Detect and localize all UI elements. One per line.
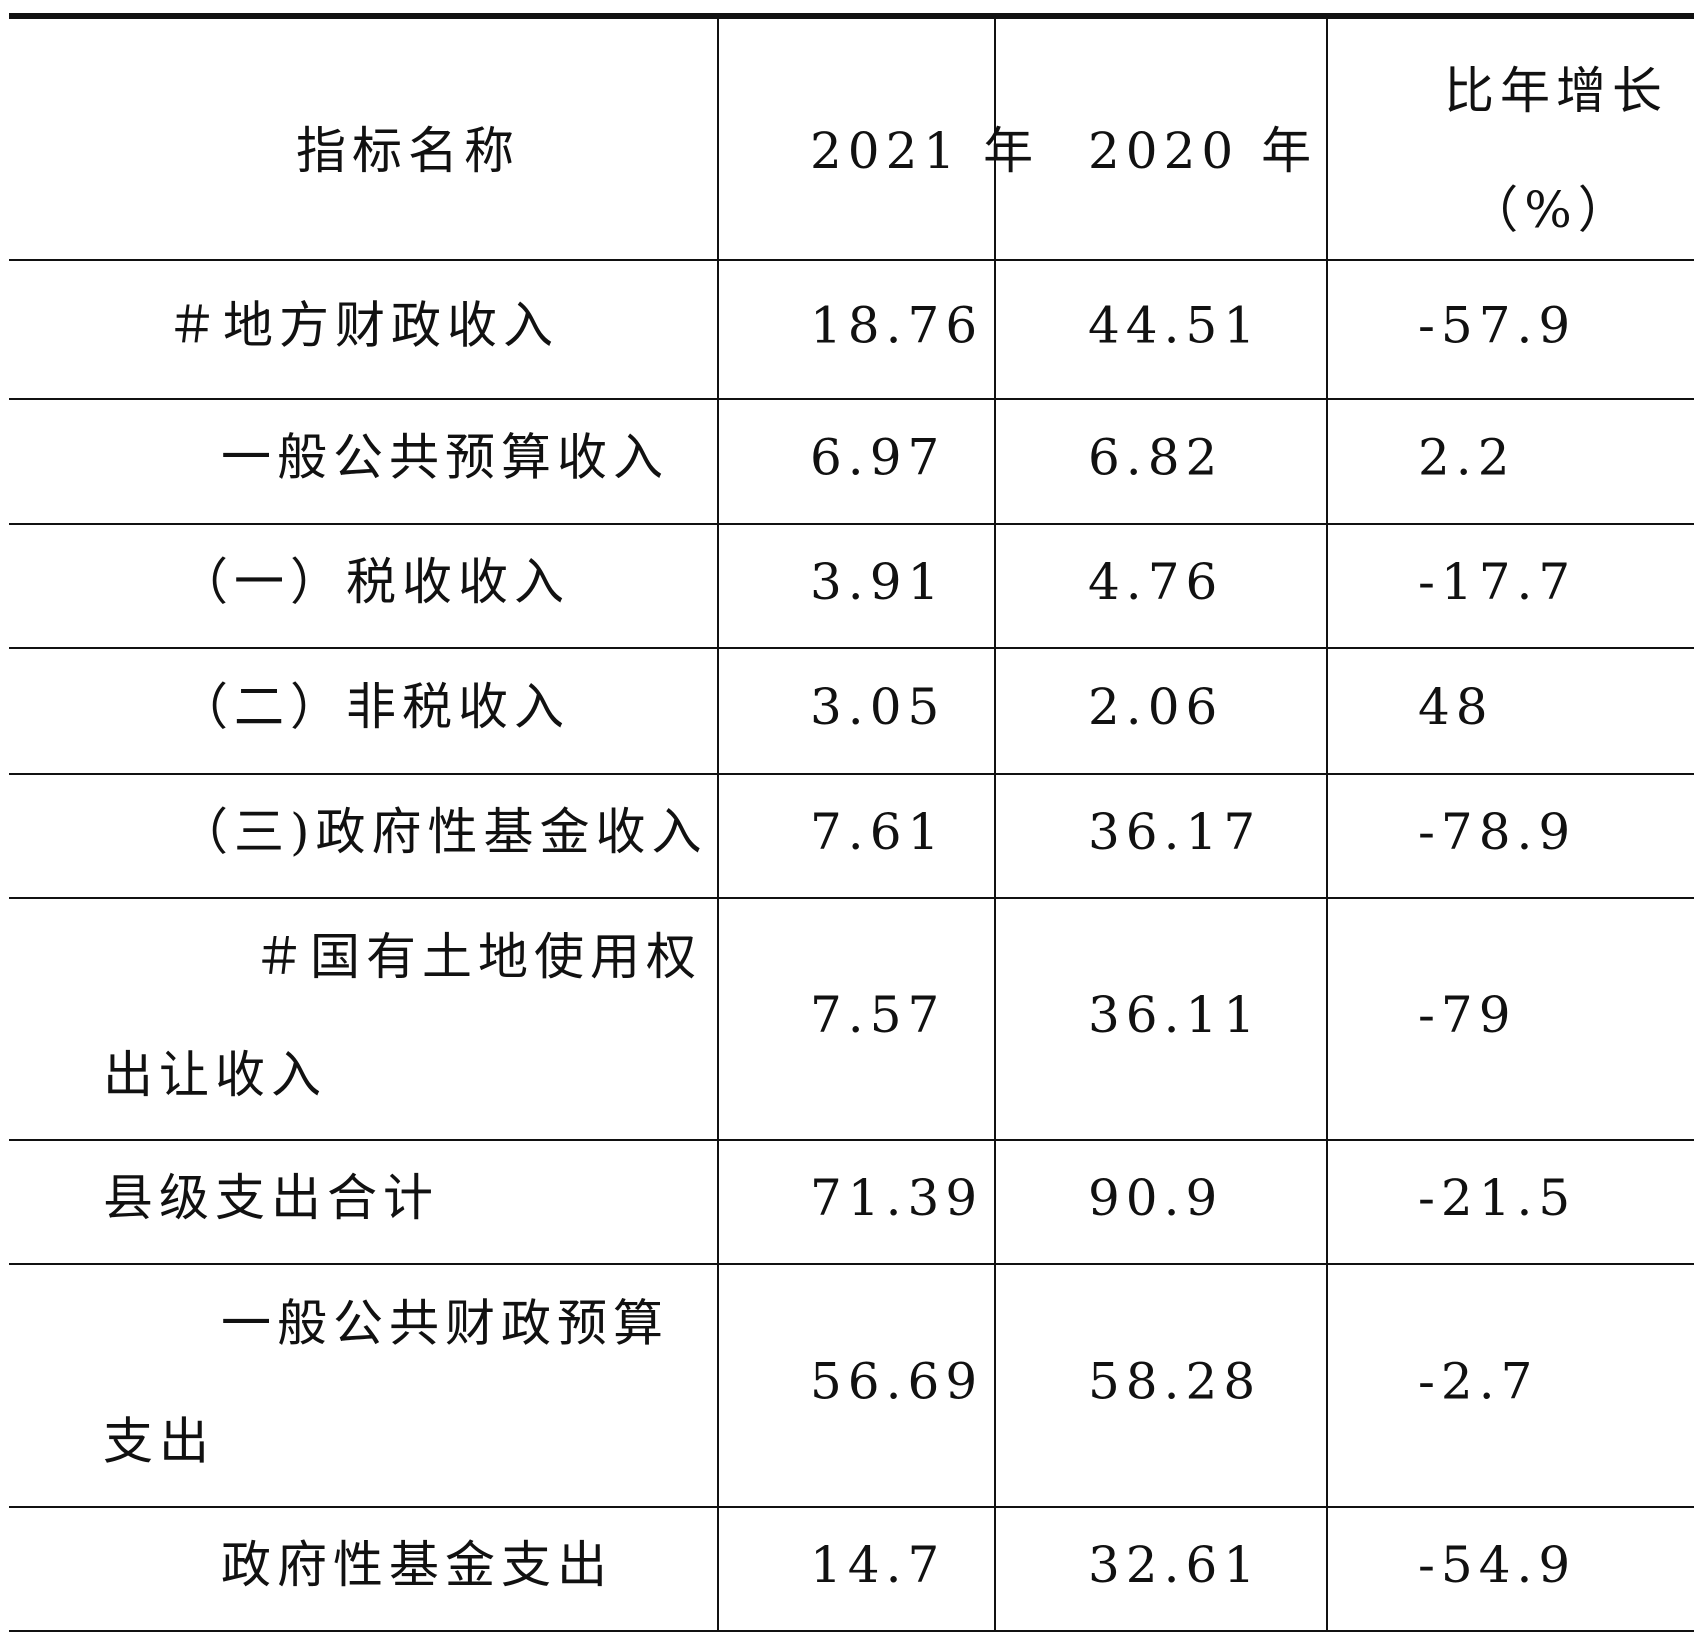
cell-value: -2.7 <box>1418 1353 1538 1411</box>
header-cell: 比年增长 <box>1444 62 1668 120</box>
cell-value: 90.9 <box>1088 1169 1223 1227</box>
header-cell: 2020 年 <box>1088 122 1317 180</box>
header-cell: 2021 年 <box>810 122 1039 180</box>
row-label: 支出 <box>103 1413 215 1471</box>
cell-value: 18.76 <box>810 297 983 355</box>
row-label: ＃地方财政收入 <box>167 297 559 355</box>
cell-value: 3.05 <box>810 678 945 736</box>
row-label: （一）税收收入 <box>178 553 570 611</box>
header-cell: （%） <box>1468 181 1634 239</box>
cell-value: 7.61 <box>810 803 945 861</box>
row-label: （三)政府性基金收入 <box>178 803 708 861</box>
cell-value: -78.9 <box>1418 803 1576 861</box>
cell-value: 36.17 <box>1088 803 1261 861</box>
cell-value: 58.28 <box>1088 1353 1261 1411</box>
cell-value: -54.9 <box>1418 1536 1576 1594</box>
row-label: 县级支出合计 <box>103 1169 439 1227</box>
cell-value: 7.57 <box>810 986 945 1044</box>
cell-value: -21.5 <box>1418 1169 1576 1227</box>
cell-value: 56.69 <box>810 1353 983 1411</box>
row-label: ＃国有土地使用权 <box>254 928 702 986</box>
cell-value: 71.39 <box>810 1169 983 1227</box>
cell-value: -57.9 <box>1418 297 1576 355</box>
cell-value: -17.7 <box>1418 553 1576 611</box>
cell-value: 36.11 <box>1088 986 1261 1044</box>
cell-value: 4.76 <box>1088 553 1223 611</box>
row-label: 一般公共财政预算 <box>221 1295 669 1353</box>
cell-value: 48 <box>1418 678 1494 736</box>
cell-value: 2.2 <box>1418 429 1516 487</box>
cell-value: 6.82 <box>1088 429 1223 487</box>
row-label: 政府性基金支出 <box>221 1536 613 1594</box>
cell-value: 14.7 <box>810 1536 945 1594</box>
row-label: 出让收入 <box>103 1046 327 1104</box>
row-label: （二）非税收入 <box>178 678 570 736</box>
cell-value: 44.51 <box>1088 297 1261 355</box>
cell-value: 6.97 <box>810 429 945 487</box>
row-label: 一般公共预算收入 <box>221 429 669 487</box>
cell-value: 32.61 <box>1088 1536 1261 1594</box>
cell-value: -79 <box>1418 986 1517 1044</box>
header-cell: 指标名称 <box>296 122 520 180</box>
cell-value: 3.91 <box>810 553 945 611</box>
cell-value: 2.06 <box>1088 678 1223 736</box>
